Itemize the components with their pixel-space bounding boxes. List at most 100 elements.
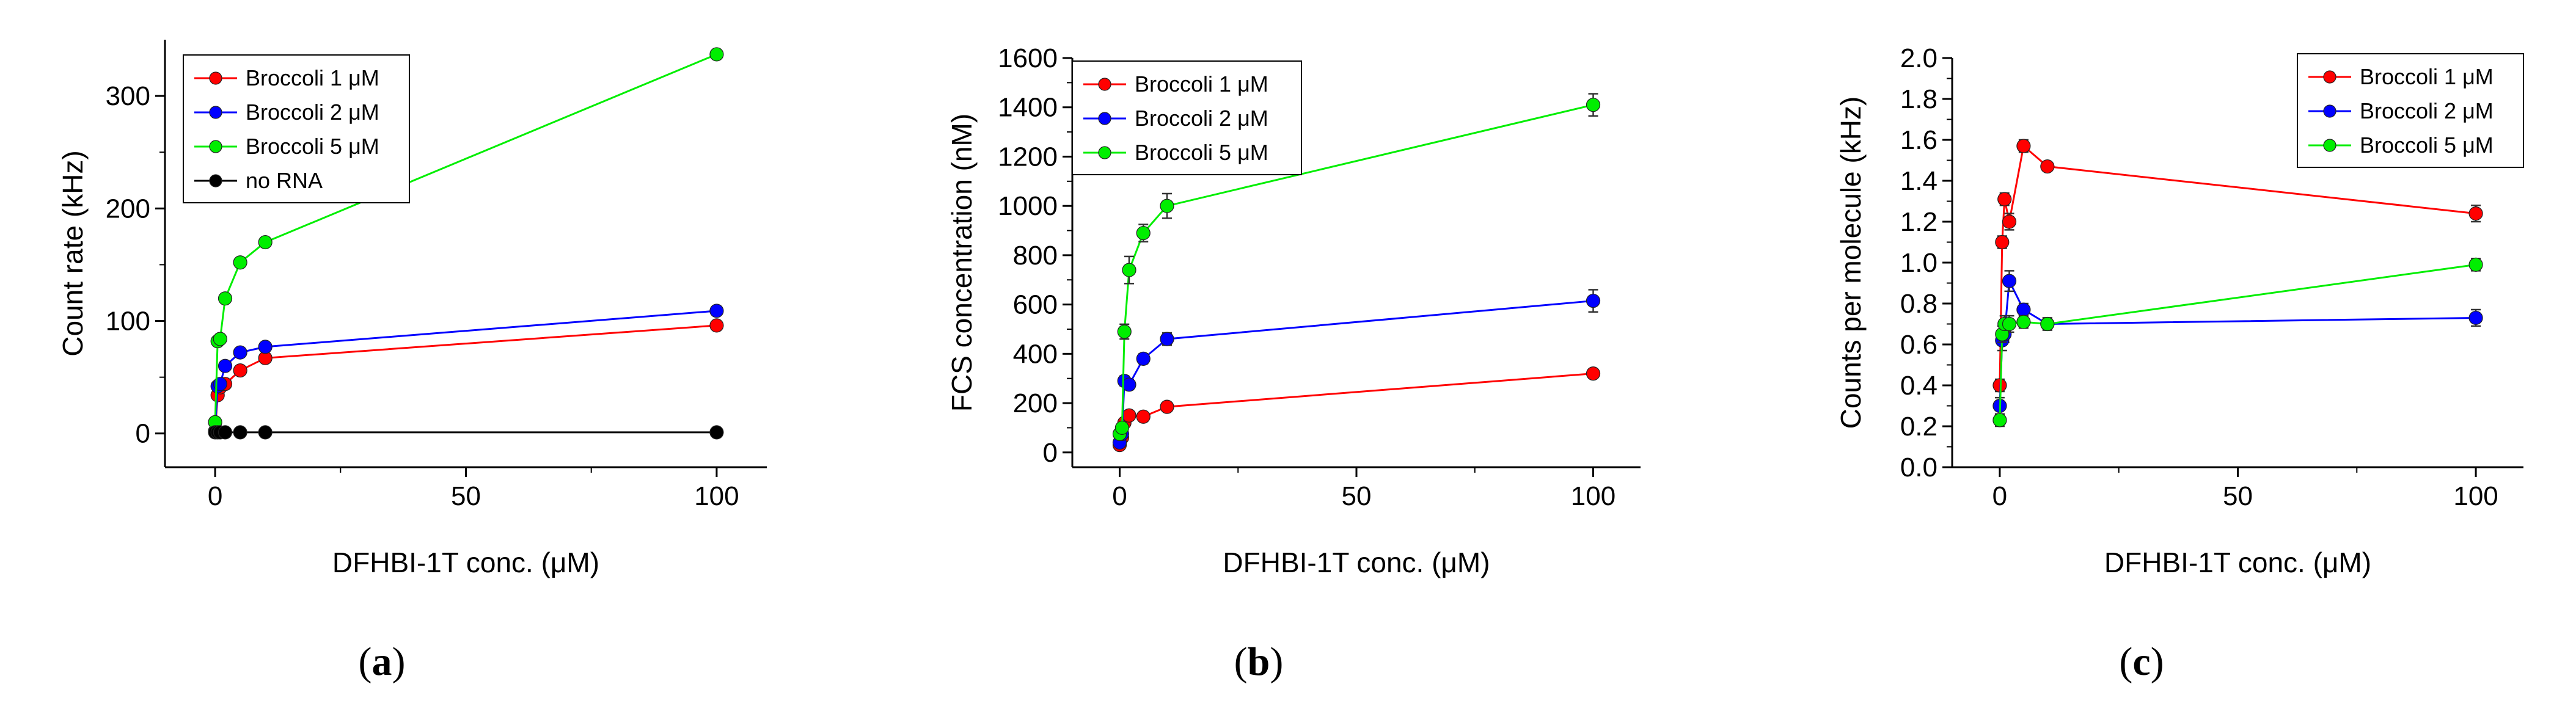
legend-entry-label: Broccoli 5 μM [246, 134, 379, 159]
y-tick-label: 800 [1013, 241, 1058, 271]
y-tick-label: 100 [106, 307, 150, 337]
legend-entry-label: Broccoli 5 μM [2360, 133, 2494, 158]
legend-swatch-marker [209, 140, 222, 153]
data-point [233, 345, 247, 360]
y-tick-label: 1.8 [1900, 84, 1937, 114]
series-line [1999, 144, 2476, 386]
panel-b: 0 50 10002004006008001000120014001600DFHBI… [946, 43, 1641, 578]
x-tick-label: 50 [1342, 481, 1372, 511]
data-point [2468, 310, 2483, 326]
panel-a: 0 50 100 0 100 200 300 DFHBI-1T conc. (μM) Count… [57, 40, 767, 578]
legend-entry-label: no RNA [246, 168, 323, 193]
x-tick-label: 100 [2453, 481, 2498, 511]
y-axis-label: Counts per molecule (kHz) [1835, 96, 1867, 429]
data-point [1117, 324, 1132, 339]
data-point [1122, 263, 1136, 277]
y-tick-label: 400 [1013, 339, 1058, 369]
series-line [214, 324, 717, 432]
data-point [2002, 214, 2017, 229]
y-tick-label: 1600 [998, 43, 1058, 73]
data-point [218, 291, 233, 306]
y-tick-label: 0.2 [1900, 412, 1937, 442]
data-point [709, 47, 724, 62]
y-tick-label: 1.4 [1900, 166, 1937, 196]
y-tick-label: 0 [136, 419, 150, 449]
x-tick-label: 0 [1992, 481, 2007, 511]
y-tick-label: 300 [106, 81, 150, 111]
legend-swatch-marker [209, 106, 222, 119]
y-tick-label: 600 [1013, 290, 1058, 320]
data-point [1586, 98, 1601, 112]
x-tick-label: 50 [451, 481, 481, 511]
data-point [2040, 316, 2055, 332]
y-tick-label: 0 [1043, 438, 1058, 468]
legend-swatch-marker [209, 71, 222, 85]
series-line [1999, 277, 2476, 406]
legend-swatch-marker [1098, 78, 1111, 91]
legend-entry-label: Broccoli 2 μM [246, 100, 379, 125]
panel-tag-a: (a) [359, 639, 406, 684]
y-axis-label: FCS concentration (nM) [946, 114, 978, 412]
legend-swatch-marker [1098, 146, 1111, 159]
data-point [258, 425, 273, 440]
legend-swatch-marker [2323, 70, 2336, 84]
data-point [1586, 293, 1601, 308]
y-tick-label: 1000 [998, 191, 1058, 221]
x-tick-label: 100 [1571, 481, 1615, 511]
legend-entry-label: Broccoli 5 μM [1135, 140, 1268, 165]
y-tick-label: 0.8 [1900, 289, 1937, 319]
panel-tag-b: (b) [1234, 639, 1284, 684]
data-point [1122, 408, 1136, 423]
series-line [1999, 263, 2476, 420]
data-point [258, 340, 273, 354]
legend-entry-label: Broccoli 1 μM [246, 65, 379, 90]
data-point [1160, 332, 1174, 346]
data-point [709, 425, 724, 440]
data-point [2040, 159, 2055, 174]
data-point [709, 304, 724, 318]
data-point [233, 255, 247, 270]
y-axis-label: Count rate (kHz) [57, 150, 89, 356]
x-axis-label: DFHBI-1T conc. (μM) [1223, 547, 1490, 578]
x-tick-label: 0 [1112, 481, 1127, 511]
data-point [2468, 206, 2483, 221]
legend-entry-label: Broccoli 2 μM [1135, 106, 1268, 131]
y-tick-label: 2.0 [1900, 43, 1937, 73]
data-point [1114, 420, 1129, 435]
panel-c: 0 50 100 0.0 0.2 0.4 0.6 0.8 1.0 1.2 1.4 1.6 1.8 2.0 D… [1835, 43, 2524, 578]
y-tick-label: 200 [106, 194, 150, 224]
data-point [1586, 366, 1601, 381]
data-point [2016, 302, 2031, 317]
data-point [258, 235, 273, 250]
data-point [709, 318, 724, 333]
x-axis-label: DFHBI-1T conc. (μM) [332, 547, 599, 578]
data-point [233, 425, 247, 440]
y-tick-label: 0.6 [1900, 330, 1937, 360]
y-tick-label: 1.0 [1900, 248, 1937, 278]
data-point [218, 425, 233, 440]
y-tick-label: 0.4 [1900, 371, 1937, 401]
data-point [1160, 399, 1174, 414]
legend-swatch-marker [2323, 139, 2336, 152]
x-axis-label: DFHBI-1T conc. (μM) [2104, 547, 2371, 578]
data-point [218, 358, 233, 373]
y-tick-label: 1.6 [1900, 125, 1937, 155]
data-point [1136, 409, 1151, 424]
data-point [233, 363, 247, 378]
data-point [2016, 315, 2031, 329]
data-point [1992, 413, 2007, 428]
data-point [1160, 198, 1174, 213]
y-tick-label: 200 [1013, 388, 1058, 418]
data-point [2002, 316, 2017, 332]
data-point [2468, 257, 2483, 272]
y-tick-label: 1200 [998, 142, 1058, 172]
series-line [1119, 373, 1594, 446]
data-point [1995, 235, 2010, 250]
data-point [2016, 139, 2031, 153]
series-line [214, 310, 717, 432]
x-tick-label: 100 [694, 481, 739, 511]
data-point [1136, 225, 1151, 241]
legend-entry-label: Broccoli 1 μM [2360, 64, 2494, 89]
x-tick-label: 50 [2223, 481, 2253, 511]
